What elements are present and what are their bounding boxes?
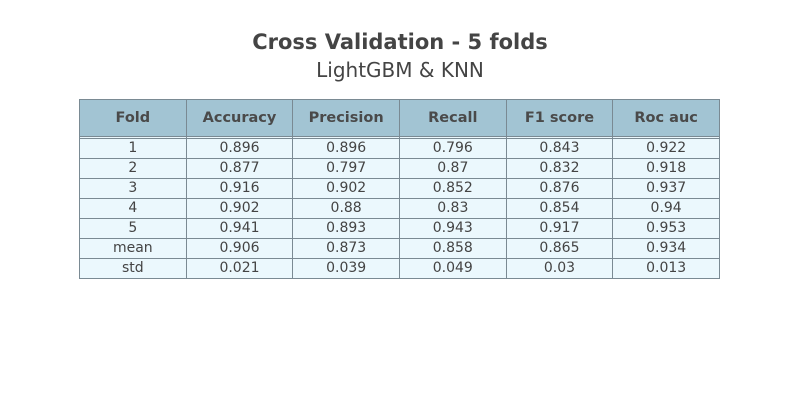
table-cell: 0.858 [398,238,507,259]
table-cell: 0.918 [612,158,720,179]
table-cell: 0.873 [292,238,400,259]
table-cell: 0.943 [398,218,507,239]
table-row: 4 0.902 0.88 0.83 0.854 0.94 [79,198,720,219]
column-header-roc-auc: Roc auc [612,99,720,137]
table-cell: 5 [79,218,187,239]
column-header-f1-score: F1 score [505,99,614,137]
table-cell: 0.94 [612,198,720,219]
column-header-precision: Precision [292,99,400,137]
table-cell: 0.934 [612,238,720,259]
table-cell: 0.852 [398,178,507,199]
table-cell: 0.843 [505,138,614,159]
table-row: 1 0.896 0.896 0.796 0.843 0.922 [79,138,720,159]
table-cell: 0.021 [185,258,294,279]
table-cell: 0.922 [612,138,720,159]
table-cell: 0.902 [185,198,294,219]
table-cell: 0.83 [398,198,507,219]
table-cell: 0.906 [185,238,294,259]
table-row: mean 0.906 0.873 0.858 0.865 0.934 [79,238,720,259]
table-cell: 1 [79,138,187,159]
table-cell: 0.87 [398,158,507,179]
chart-subtitle: LightGBM & KNN [316,58,484,82]
cross-validation-table: Fold Accuracy Precision Recall F1 score Roc a… [79,99,720,279]
table-cell: 4 [79,198,187,219]
table-cell: 0.876 [505,178,614,199]
column-header-accuracy: Accuracy [185,99,294,137]
table-cell: 0.896 [292,138,400,159]
column-header-fold: Fold [79,99,187,137]
chart-title: Cross Validation - 5 folds [252,30,548,54]
table-cell: 2 [79,158,187,179]
table-row: 2 0.877 0.797 0.87 0.832 0.918 [79,158,720,179]
header-row: Fold Accuracy Precision Recall F1 score Roc a… [79,99,720,137]
table-cell: 0.896 [185,138,294,159]
table-cell: 0.797 [292,158,400,179]
table-cell: 0.88 [292,198,400,219]
table-cell: 0.865 [505,238,614,259]
table-cell: 0.916 [185,178,294,199]
table-cell: mean [79,238,187,259]
table-cell: 0.877 [185,158,294,179]
table-cell: 0.03 [505,258,614,279]
table-cell: 0.941 [185,218,294,239]
table-row: 5 0.941 0.893 0.943 0.917 0.953 [79,218,720,239]
table-cell: 3 [79,178,187,199]
table-cell: 0.902 [292,178,400,199]
column-header-recall: Recall [398,99,507,137]
table-cell: std [79,258,187,279]
table-cell: 0.832 [505,158,614,179]
table-cell: 0.796 [398,138,507,159]
table-row: std 0.021 0.039 0.049 0.03 0.013 [79,258,720,279]
table-body: 1 0.896 0.896 0.796 0.843 0.922 2 0.877 0.797 0.8… [79,136,720,279]
table-cell: 0.854 [505,198,614,219]
table-cell: 0.893 [292,218,400,239]
table-cell: 0.013 [612,258,720,279]
table-row: 3 0.916 0.902 0.852 0.876 0.937 [79,178,720,199]
table-cell: 0.937 [612,178,720,199]
table-cell: 0.917 [505,218,614,239]
table-cell: 0.953 [612,218,720,239]
table-cell: 0.039 [292,258,400,279]
table-cell: 0.049 [398,258,507,279]
